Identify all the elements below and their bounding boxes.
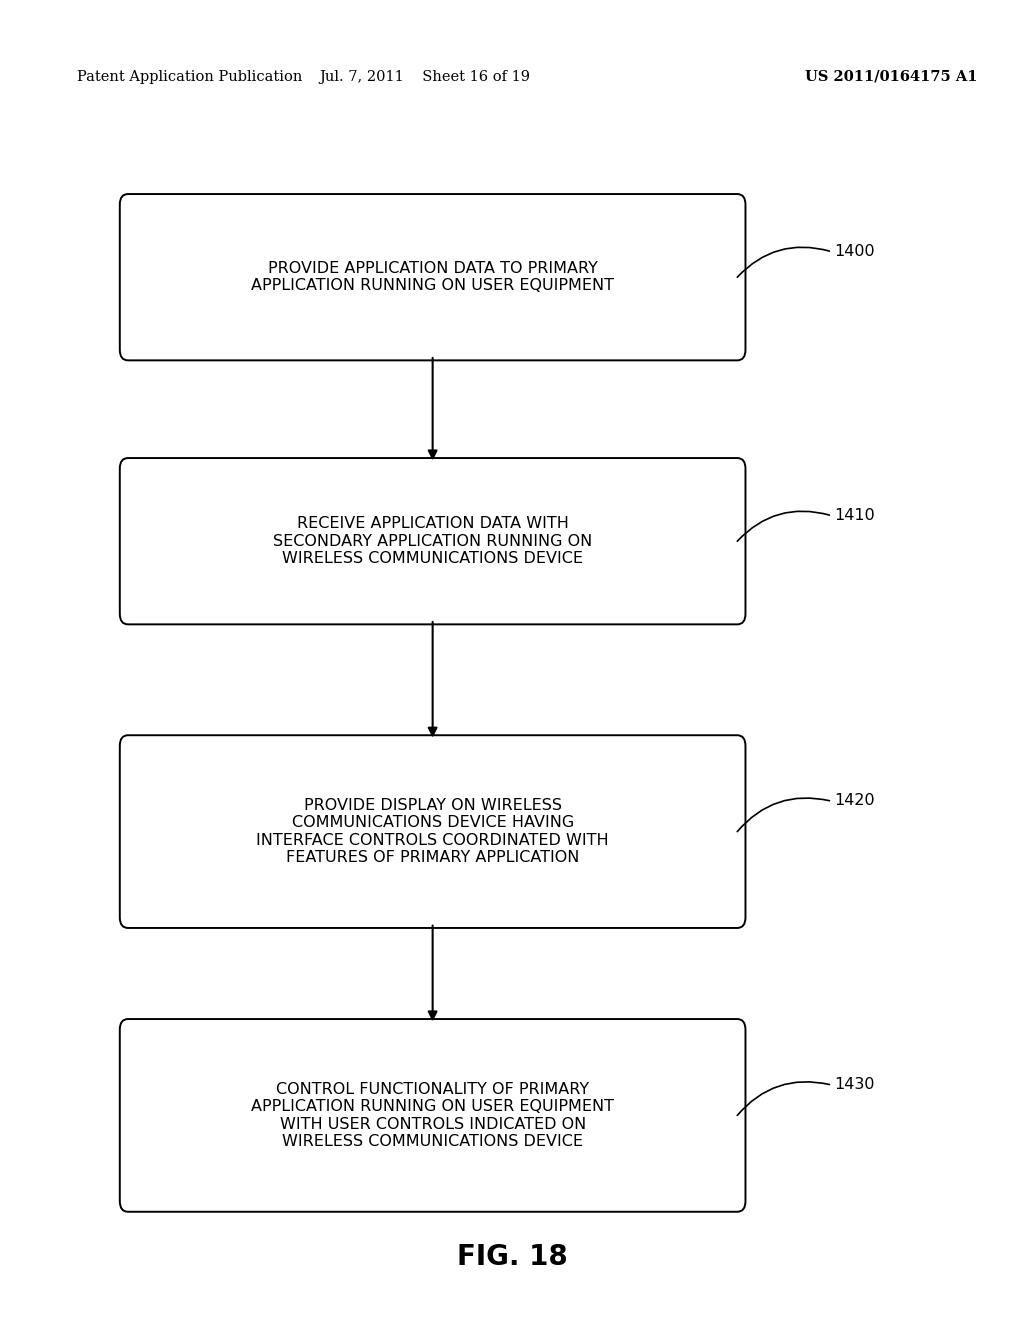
Text: US 2011/0164175 A1: US 2011/0164175 A1 <box>805 70 977 83</box>
Text: PROVIDE DISPLAY ON WIRELESS
COMMUNICATIONS DEVICE HAVING
INTERFACE CONTROLS COOR: PROVIDE DISPLAY ON WIRELESS COMMUNICATIO… <box>256 799 609 865</box>
Text: FIG. 18: FIG. 18 <box>457 1242 567 1271</box>
Text: 1410: 1410 <box>835 508 876 523</box>
Text: Patent Application Publication: Patent Application Publication <box>77 70 302 83</box>
Text: 1420: 1420 <box>835 793 876 808</box>
Text: CONTROL FUNCTIONALITY OF PRIMARY
APPLICATION RUNNING ON USER EQUIPMENT
WITH USER: CONTROL FUNCTIONALITY OF PRIMARY APPLICA… <box>251 1082 614 1148</box>
FancyBboxPatch shape <box>120 735 745 928</box>
FancyBboxPatch shape <box>120 458 745 624</box>
Text: PROVIDE APPLICATION DATA TO PRIMARY
APPLICATION RUNNING ON USER EQUIPMENT: PROVIDE APPLICATION DATA TO PRIMARY APPL… <box>251 261 614 293</box>
FancyBboxPatch shape <box>120 1019 745 1212</box>
Text: 1400: 1400 <box>835 244 876 259</box>
Text: Jul. 7, 2011    Sheet 16 of 19: Jul. 7, 2011 Sheet 16 of 19 <box>319 70 530 83</box>
Text: RECEIVE APPLICATION DATA WITH
SECONDARY APPLICATION RUNNING ON
WIRELESS COMMUNIC: RECEIVE APPLICATION DATA WITH SECONDARY … <box>273 516 592 566</box>
FancyBboxPatch shape <box>120 194 745 360</box>
Text: 1430: 1430 <box>835 1077 876 1092</box>
